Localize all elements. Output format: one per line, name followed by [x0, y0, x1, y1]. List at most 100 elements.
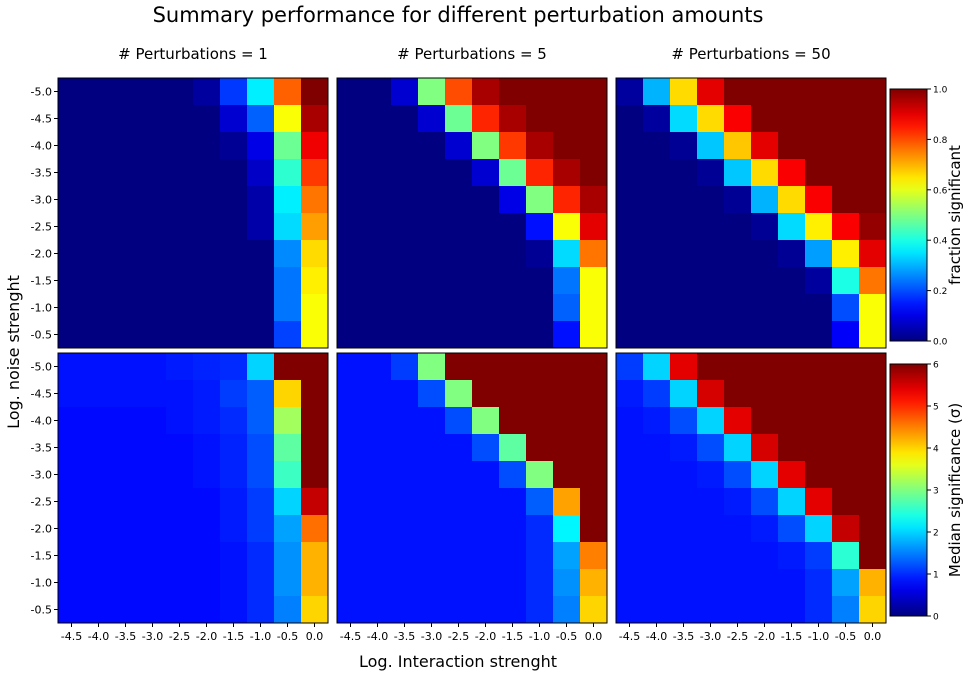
heatmap-cell [526, 461, 554, 489]
heatmap-cell [301, 159, 329, 187]
heatmap-cell [247, 569, 275, 597]
heatmap-cell [859, 78, 887, 106]
x-tick-label: -4.0 [367, 630, 388, 643]
heatmap-cell [220, 294, 248, 322]
heatmap-cell [364, 294, 392, 322]
heatmap-cell [337, 132, 365, 160]
heatmap-cell [580, 515, 608, 543]
heatmap-cell [724, 596, 752, 624]
colorbar-tick-label: 0.4 [933, 237, 948, 247]
heatmap-cell [697, 78, 725, 106]
heatmap-cell [643, 132, 671, 160]
heatmap-cell [778, 596, 806, 624]
heatmap-cell [697, 132, 725, 160]
heatmap-cell [805, 186, 833, 214]
heatmap-cell [166, 78, 194, 106]
heatmap-cell [832, 380, 860, 408]
heatmap-cell [391, 434, 419, 462]
colorbars-group: 0.0 0.2 0.4 0.6 0.8 1.0 fraction significant 0 1… [889, 86, 964, 623]
heatmap-cell [580, 267, 608, 295]
heatmap-cell [166, 353, 194, 381]
heatmap-cell [472, 105, 500, 133]
heatmap-cell [553, 515, 581, 543]
heatmap-cell [499, 321, 527, 349]
heatmap-panel [615, 77, 887, 349]
heatmap-cell [724, 434, 752, 462]
heatmap-cell [58, 78, 86, 106]
heatmap-cell [247, 542, 275, 570]
y-tick-label: -2.0 [31, 523, 52, 536]
colorbar-tick-label: 0 [933, 613, 939, 623]
heatmap-cell [526, 569, 554, 597]
heatmap-cell [247, 267, 275, 295]
heatmap-cell [247, 294, 275, 322]
heatmap-cell [193, 569, 221, 597]
heatmap-cell [247, 105, 275, 133]
heatmap-cell [112, 321, 140, 349]
heatmap-cell [643, 407, 671, 435]
heatmap-cell [778, 267, 806, 295]
x-tick-label: -2.0 [196, 630, 217, 643]
heatmap-cell [499, 380, 527, 408]
heatmap-cell [616, 461, 644, 489]
heatmap-cell [220, 596, 248, 624]
heatmap-cell [751, 78, 779, 106]
x-tick-label: -3.5 [673, 630, 694, 643]
heatmap-cell [670, 461, 698, 489]
heatmap-cell [166, 132, 194, 160]
heatmap-cell [139, 488, 167, 516]
x-tick-label: -3.0 [700, 630, 721, 643]
heatmap-cell [859, 294, 887, 322]
heatmap-cell [391, 294, 419, 322]
x-tick-label: -0.5 [556, 630, 577, 643]
heatmap-cell [499, 434, 527, 462]
x-tick-label: 0.0 [585, 630, 603, 643]
heatmap-cell [193, 321, 221, 349]
heatmap-cell [526, 186, 554, 214]
heatmap-cell [859, 434, 887, 462]
heatmap-cell [499, 353, 527, 381]
heatmap-cell [751, 186, 779, 214]
heatmap-cell [859, 159, 887, 187]
heatmap-cell [112, 78, 140, 106]
heatmap-cell [697, 434, 725, 462]
heatmap-cell [247, 488, 275, 516]
heatmap-cell [139, 240, 167, 268]
colorbar-tick-label: 1 [933, 571, 939, 581]
heatmap-cell [751, 569, 779, 597]
heatmap-cell [301, 321, 329, 349]
heatmap-cell [580, 596, 608, 624]
heatmap-cell [418, 240, 446, 268]
heatmap-cell [580, 569, 608, 597]
heatmap-cell [553, 159, 581, 187]
heatmap-panel: -4.5 -4.0 -3.5 -3.0 -2.5 -2.0 -1.5 -1.0 -0.5 0.0 [615, 352, 887, 643]
heatmap-cell [391, 213, 419, 241]
heatmap-cell [580, 321, 608, 349]
heatmap-cell [526, 213, 554, 241]
heatmap-cell [751, 159, 779, 187]
heatmap-cell [220, 159, 248, 187]
heatmap-cell [139, 407, 167, 435]
heatmap-cell [751, 488, 779, 516]
heatmap-cell [472, 353, 500, 381]
figure-title: Summary performance for different pertur… [153, 3, 764, 27]
heatmap-cell [724, 294, 752, 322]
heatmap-cell [247, 186, 275, 214]
y-tick-label: -3.5 [31, 442, 52, 455]
heatmap-cell [418, 294, 446, 322]
heatmap-cell [724, 78, 752, 106]
heatmap-cell [724, 267, 752, 295]
heatmap-cell [58, 461, 86, 489]
heatmap-cell [445, 321, 473, 349]
heatmap-cell [391, 240, 419, 268]
heatmap-cell [112, 294, 140, 322]
heatmap-panel: -5.0 -4.5 -4.0 -3.5 -3.0 -2.5 -2.0 -1.5 -1.0 -0.5… [31, 352, 329, 643]
colorbar: 0.0 0.2 0.4 0.6 0.8 1.0 fraction significant [889, 86, 964, 348]
y-tick-label: -4.0 [31, 140, 52, 153]
heatmap-cell [193, 542, 221, 570]
heatmap-cell [166, 294, 194, 322]
heatmap-cell [616, 434, 644, 462]
heatmap-cell [526, 132, 554, 160]
heatmap-cell [805, 78, 833, 106]
